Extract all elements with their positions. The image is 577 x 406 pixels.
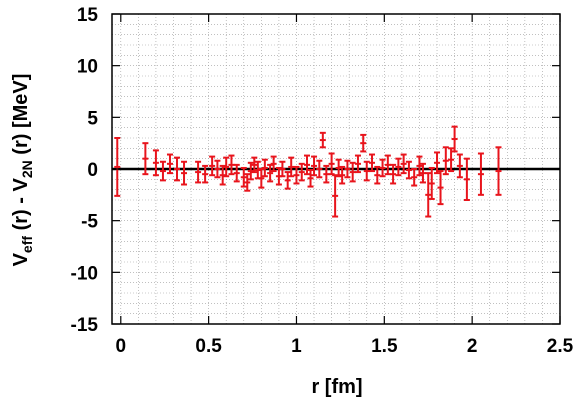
data-point xyxy=(258,168,265,189)
data-point xyxy=(316,159,323,179)
x-tick-label: 0.5 xyxy=(195,336,222,357)
data-point xyxy=(195,160,202,184)
data-point xyxy=(114,137,121,197)
data-point xyxy=(360,133,367,153)
data-point xyxy=(288,156,295,178)
data-point xyxy=(152,149,159,177)
data-point xyxy=(437,170,444,206)
data-layer xyxy=(114,125,502,218)
data-point xyxy=(495,146,502,196)
y-tick-label: 10 xyxy=(77,57,98,78)
data-point xyxy=(267,163,274,183)
y-tick-label: 15 xyxy=(77,5,99,26)
data-point xyxy=(405,160,412,180)
data-point xyxy=(279,160,286,178)
data-point xyxy=(332,174,339,218)
data-point xyxy=(395,157,402,177)
data-point xyxy=(456,153,463,179)
data-point xyxy=(323,164,330,184)
data-point xyxy=(209,155,216,177)
data-point xyxy=(477,152,484,196)
data-point xyxy=(181,160,188,186)
x-tick-label: 2.5 xyxy=(547,336,574,357)
y-tick-label: -15 xyxy=(71,315,99,336)
data-point xyxy=(434,151,441,175)
data-point xyxy=(411,168,418,187)
data-point xyxy=(244,173,251,192)
data-point xyxy=(339,165,346,185)
y-axis-title-part: V xyxy=(10,252,32,266)
data-point xyxy=(261,158,268,178)
plot-frame-layer xyxy=(111,13,561,325)
data-point xyxy=(369,153,376,173)
y-tick-label: 0 xyxy=(87,160,98,181)
data-point xyxy=(307,169,314,188)
data-point xyxy=(240,166,247,188)
data-point xyxy=(233,163,240,183)
data-point xyxy=(284,171,291,190)
x-tick-label: 1 xyxy=(291,336,302,357)
data-point xyxy=(159,160,166,182)
data-point xyxy=(374,165,381,185)
data-point xyxy=(214,159,221,179)
data-point xyxy=(344,159,351,179)
data-point xyxy=(416,155,423,177)
y-tick-label: 5 xyxy=(87,108,98,129)
data-point xyxy=(174,156,181,182)
data-point xyxy=(335,158,342,178)
data-point xyxy=(270,155,277,173)
data-point xyxy=(400,153,407,175)
x-axis-title: r [fm] xyxy=(311,376,362,398)
data-point xyxy=(251,156,258,174)
data-point xyxy=(448,147,455,173)
y-tick-label: -10 xyxy=(71,263,98,284)
data-point xyxy=(363,160,370,182)
data-point xyxy=(425,172,432,218)
data-point xyxy=(379,158,386,178)
y-tick-label: -5 xyxy=(81,212,98,233)
x-tick-label: 2 xyxy=(467,336,478,357)
grid-layer xyxy=(112,13,561,325)
data-point xyxy=(319,131,326,149)
data-point xyxy=(451,125,458,153)
data-point xyxy=(349,161,356,183)
tick-label-layer: 0 0.5 1 1.5 2 2.5 -15 -10 -5 0 5 10 15 xyxy=(71,5,574,357)
data-point xyxy=(202,164,209,184)
data-point xyxy=(304,154,311,176)
data-point xyxy=(463,157,470,201)
y-axis-title: Veff (r) - V2N (r) [MeV] xyxy=(10,74,35,267)
data-point xyxy=(293,165,300,185)
data-point xyxy=(354,154,361,174)
data-point xyxy=(247,161,254,181)
data-point xyxy=(328,152,335,176)
data-point xyxy=(298,162,305,182)
x-tick-label: 1.5 xyxy=(371,336,398,357)
data-point xyxy=(228,154,235,176)
data-point xyxy=(390,163,397,185)
y-axis-title-subscript: eff xyxy=(19,236,35,253)
data-point xyxy=(384,154,391,176)
x-tick-label: 0 xyxy=(115,336,126,357)
data-point xyxy=(219,164,226,186)
y-axis-title-part: (r) - V xyxy=(10,178,32,236)
y-axis-title-subscript: 2N xyxy=(19,160,35,178)
y-axis-title-part: (r) [MeV] xyxy=(10,74,32,161)
data-point xyxy=(442,146,449,176)
data-point xyxy=(311,155,318,177)
data-point xyxy=(223,156,230,178)
data-point xyxy=(419,162,426,184)
data-point xyxy=(166,153,173,175)
data-point xyxy=(428,166,435,200)
data-point xyxy=(142,142,149,176)
